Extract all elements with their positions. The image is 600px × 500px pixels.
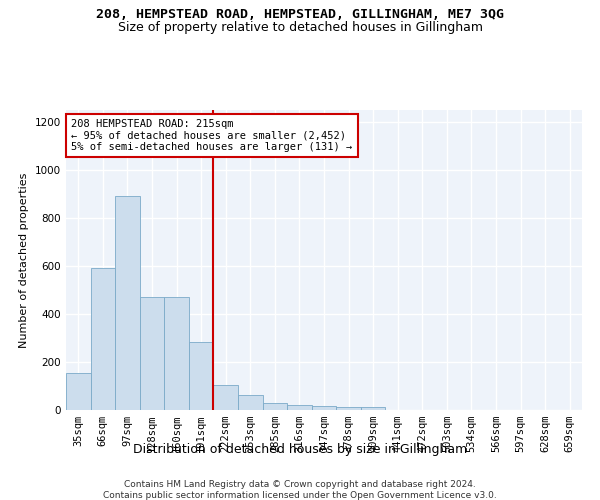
- Bar: [361, 407, 385, 410]
- Text: 208 HEMPSTEAD ROAD: 215sqm
← 95% of detached houses are smaller (2,452)
5% of se: 208 HEMPSTEAD ROAD: 215sqm ← 95% of deta…: [71, 119, 352, 152]
- Text: Size of property relative to detached houses in Gillingham: Size of property relative to detached ho…: [118, 21, 482, 34]
- Y-axis label: Number of detached properties: Number of detached properties: [19, 172, 29, 348]
- Text: Contains public sector information licensed under the Open Government Licence v3: Contains public sector information licen…: [103, 491, 497, 500]
- Bar: [164, 296, 189, 410]
- Bar: [140, 296, 164, 410]
- Bar: [214, 384, 238, 410]
- Bar: [189, 342, 214, 410]
- Bar: [336, 408, 361, 410]
- Text: Distribution of detached houses by size in Gillingham: Distribution of detached houses by size …: [133, 442, 467, 456]
- Bar: [287, 404, 312, 410]
- Bar: [238, 395, 263, 410]
- Bar: [115, 196, 140, 410]
- Text: Contains HM Land Registry data © Crown copyright and database right 2024.: Contains HM Land Registry data © Crown c…: [124, 480, 476, 489]
- Bar: [66, 373, 91, 410]
- Bar: [91, 268, 115, 410]
- Text: 208, HEMPSTEAD ROAD, HEMPSTEAD, GILLINGHAM, ME7 3QG: 208, HEMPSTEAD ROAD, HEMPSTEAD, GILLINGH…: [96, 8, 504, 20]
- Bar: [263, 403, 287, 410]
- Bar: [312, 406, 336, 410]
